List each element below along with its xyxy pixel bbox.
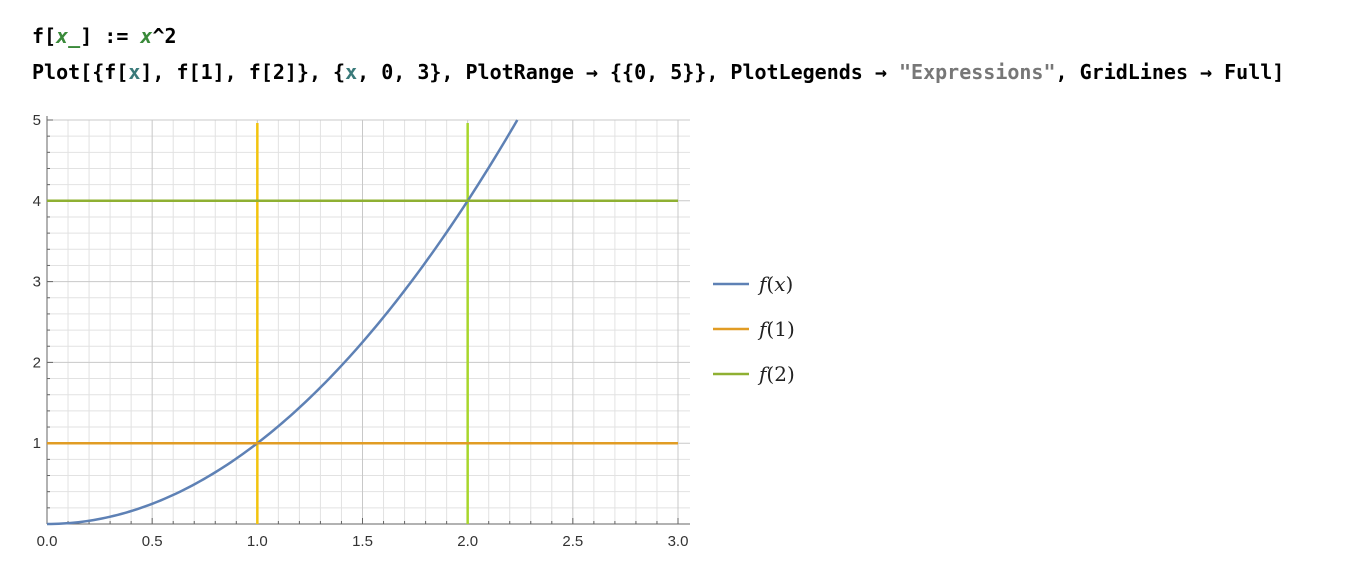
legend-label: f(x) bbox=[757, 272, 793, 296]
tick-labels: 0.0 0.5 1.0 1.5 2.0 2.5 3.0 1 2 3 4 5 bbox=[33, 112, 689, 550]
code-part: Plot[{f[ bbox=[32, 60, 129, 84]
grid-minor bbox=[47, 120, 690, 524]
series-layer bbox=[46, 119, 678, 526]
code-symbol: x bbox=[128, 60, 141, 84]
rhs-var: x bbox=[140, 24, 153, 48]
x-tick-label: 2.5 bbox=[562, 533, 583, 550]
x-tick-label: 1.0 bbox=[247, 533, 268, 550]
code-symbol: x bbox=[345, 60, 358, 84]
input-line-plot[interactable]: Plot[{f[x], f[1], f[2]}, {x, 0, 3}, Plot… bbox=[32, 60, 1284, 84]
x-tick-label: 3.0 bbox=[668, 533, 689, 550]
assign-op: := bbox=[92, 24, 141, 48]
legend-item-2[interactable]: f(1) bbox=[713, 317, 795, 341]
series-line-1 bbox=[46, 119, 519, 526]
y-tick-label: 1 bbox=[33, 435, 41, 452]
legend[interactable]: f(x) f(1) f(2) bbox=[713, 272, 795, 386]
y-tick-label: 2 bbox=[33, 354, 41, 371]
legend-label: f(1) bbox=[757, 317, 795, 341]
x-tick-label: 0.0 bbox=[37, 533, 58, 550]
x-tick-label: 0.5 bbox=[142, 533, 163, 550]
y-tick-label: 4 bbox=[33, 193, 41, 210]
func-name: f bbox=[32, 24, 45, 48]
rhs-op: ^2 bbox=[152, 24, 177, 48]
legend-item-1[interactable]: f(x) bbox=[713, 272, 793, 296]
legend-label: f(2) bbox=[757, 362, 795, 386]
x-tick-label: 2.0 bbox=[457, 533, 478, 550]
legend-item-3[interactable]: f(2) bbox=[713, 362, 795, 386]
y-tick-label: 3 bbox=[33, 274, 41, 291]
bracket: ] bbox=[80, 24, 93, 48]
input-line-definition[interactable]: f[x_] := x^2 bbox=[32, 24, 177, 48]
code-string: "Expressions" bbox=[898, 60, 1056, 84]
code-part: , 0, 3}, PlotRange → {{0, 5}}, PlotLegen… bbox=[357, 60, 899, 84]
y-tick-label: 5 bbox=[33, 112, 41, 129]
code-part: ], f[1], f[2]}, { bbox=[140, 60, 346, 84]
code-part: , GridLines → Full] bbox=[1055, 60, 1285, 84]
pattern-arg: x_ bbox=[56, 24, 81, 48]
bracket: [ bbox=[44, 24, 57, 48]
x-tick-label: 1.5 bbox=[352, 533, 373, 550]
